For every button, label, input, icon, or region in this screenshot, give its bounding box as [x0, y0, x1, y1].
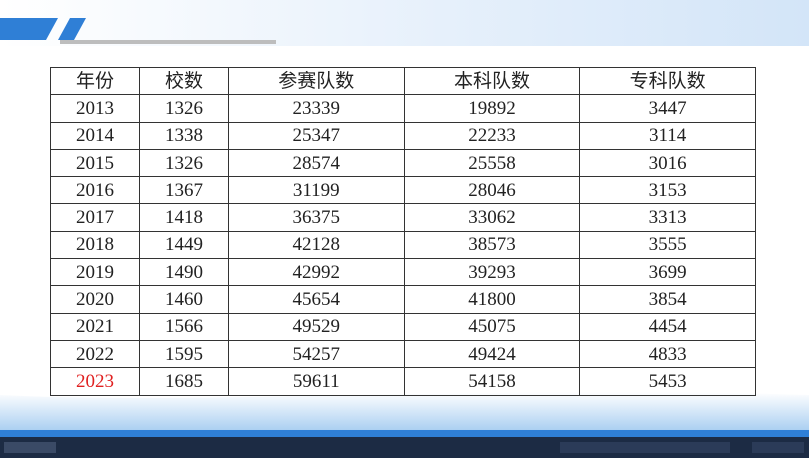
table-cell: 25558 — [403, 148, 581, 178]
table-cell: 45075 — [403, 312, 581, 341]
table-cell: 25347 — [227, 121, 405, 150]
table-row: 2014 1338 25347 22233 3114 — [50, 121, 756, 150]
table-cell: 3854 — [579, 285, 756, 314]
table-row: 2018 1449 42128 38573 3555 — [50, 230, 756, 260]
bottom-wave — [0, 392, 809, 437]
table-cell: 39293 — [403, 258, 581, 287]
table-cell: 54158 — [403, 367, 581, 396]
top-band — [0, 0, 809, 46]
bottom-stripe — [0, 430, 809, 437]
table-cell: 5453 — [579, 367, 756, 396]
table-cell: 3699 — [579, 258, 756, 287]
header-cell: 参赛队数 — [227, 66, 405, 96]
table-row: 2023 1685 59611 54158 5453 — [50, 367, 756, 396]
table-cell: 54257 — [227, 339, 405, 369]
table-row: 2015 1326 28574 25558 3016 — [50, 148, 756, 178]
table-cell: 1418 — [138, 203, 229, 232]
table-cell: 23339 — [227, 94, 405, 123]
table-cell: 1460 — [138, 285, 229, 314]
table-cell: 33062 — [403, 203, 581, 232]
table-cell: 4833 — [579, 339, 756, 369]
table-cell: 2017 — [50, 203, 140, 232]
table-row: 2021 1566 49529 45075 4454 — [50, 312, 756, 341]
table-cell: 2022 — [50, 339, 140, 369]
table-cell: 49424 — [403, 339, 581, 369]
top-stripe — [0, 18, 58, 40]
table-cell: 3447 — [579, 94, 756, 123]
table-cell: 2016 — [50, 176, 140, 205]
table-cell: 2020 — [50, 285, 140, 314]
table-cell: 1449 — [138, 230, 229, 260]
taskbar-controls[interactable] — [560, 442, 730, 453]
header-cell: 专科队数 — [579, 66, 756, 96]
header-row: 年份 校数 参赛队数 本科队数 专科队数 — [50, 66, 756, 96]
title-underline — [60, 40, 276, 44]
table-cell: 1338 — [138, 121, 229, 150]
table-cell: 1326 — [138, 94, 229, 123]
table-cell: 42128 — [227, 230, 405, 260]
table-cell: 1326 — [138, 148, 229, 178]
table-cell: 2015 — [50, 148, 140, 178]
table-cell: 3153 — [579, 176, 756, 205]
table-cell: 42992 — [227, 258, 405, 287]
taskbar-clock — [752, 442, 804, 453]
taskbar-item[interactable] — [4, 442, 56, 453]
table-cell: 2019 — [50, 258, 140, 287]
table-cell: 31199 — [227, 176, 405, 205]
table-cell: 2018 — [50, 230, 140, 260]
table-cell: 49529 — [227, 312, 405, 341]
table-cell: 3555 — [579, 230, 756, 260]
data-table: 年份 校数 参赛队数 本科队数 专科队数 2013 1326 23339 19892 3447 20… — [50, 66, 756, 396]
table-row: 2022 1595 54257 49424 4833 — [50, 339, 756, 369]
table-cell: 28046 — [403, 176, 581, 205]
table-cell: 2021 — [50, 312, 140, 341]
table-cell: 36375 — [227, 203, 405, 232]
table-cell: 2014 — [50, 121, 140, 150]
table-cell: 59611 — [227, 367, 405, 396]
table-cell: 4454 — [579, 312, 756, 341]
table-row: 2019 1490 42992 39293 3699 — [50, 258, 756, 287]
table-cell: 3313 — [579, 203, 756, 232]
top-stripe — [58, 18, 86, 40]
table-row: 2016 1367 31199 28046 3153 — [50, 176, 756, 205]
table-cell: 45654 — [227, 285, 405, 314]
table-cell: 2023 — [50, 367, 140, 396]
table-row: 2017 1418 36375 33062 3313 — [50, 203, 756, 232]
table-cell: 1685 — [138, 367, 229, 396]
table-row: 2020 1460 45654 41800 3854 — [50, 285, 756, 314]
header-cell: 本科队数 — [403, 66, 581, 96]
table-cell: 19892 — [403, 94, 581, 123]
table-cell: 41800 — [403, 285, 581, 314]
table-cell: 22233 — [403, 121, 581, 150]
table-cell: 1566 — [138, 312, 229, 341]
table-cell: 1595 — [138, 339, 229, 369]
table-cell: 38573 — [403, 230, 581, 260]
table-cell: 1367 — [138, 176, 229, 205]
table-cell: 28574 — [227, 148, 405, 178]
table-row: 2013 1326 23339 19892 3447 — [50, 94, 756, 123]
table-cell: 2013 — [50, 94, 140, 123]
header-cell: 校数 — [138, 66, 229, 96]
table-cell: 3114 — [579, 121, 756, 150]
table-cell: 1490 — [138, 258, 229, 287]
table-cell: 3016 — [579, 148, 756, 178]
header-cell: 年份 — [50, 66, 140, 96]
